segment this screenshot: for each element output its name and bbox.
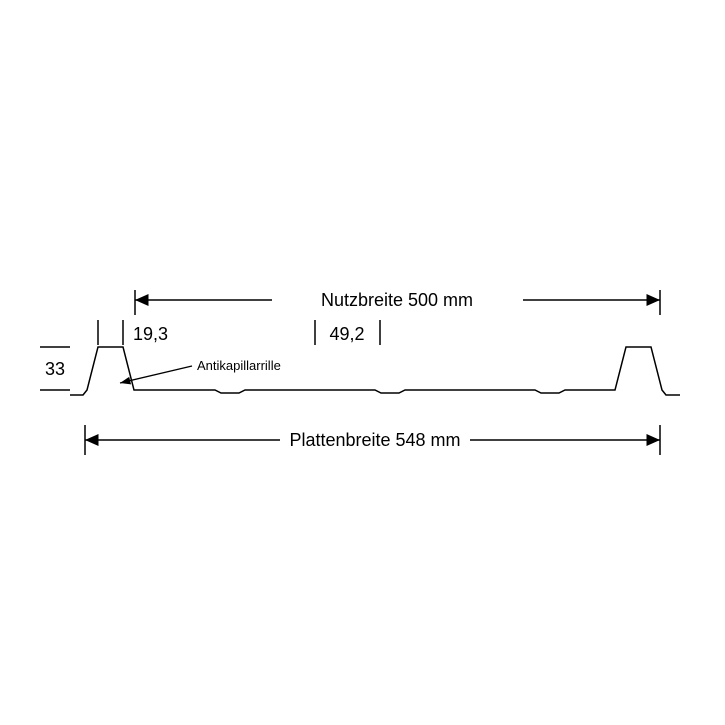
dim-rib-width: 19,3 — [98, 320, 168, 345]
label-rib-width: 19,3 — [133, 324, 168, 344]
label-detail-width: 49,2 — [329, 324, 364, 344]
dim-nutzbreite: Nutzbreite 500 mm — [135, 290, 660, 315]
profile-cross-section — [70, 347, 680, 395]
dim-plattenbreite: Plattenbreite 548 mm — [85, 425, 660, 455]
dim-height-33: 33 — [40, 347, 70, 390]
label-nutzbreite: Nutzbreite 500 mm — [321, 290, 473, 310]
cross-section-diagram: Nutzbreite 500 mm Plattenbreite 548 mm 3… — [0, 0, 725, 725]
label-antikapillar: Antikapillarrille — [197, 358, 281, 373]
label-plattenbreite: Plattenbreite 548 mm — [289, 430, 460, 450]
annotation-antikapillar: Antikapillarrille — [120, 358, 281, 383]
dim-detail-width: 49,2 — [315, 320, 380, 345]
label-height-33: 33 — [45, 359, 65, 379]
